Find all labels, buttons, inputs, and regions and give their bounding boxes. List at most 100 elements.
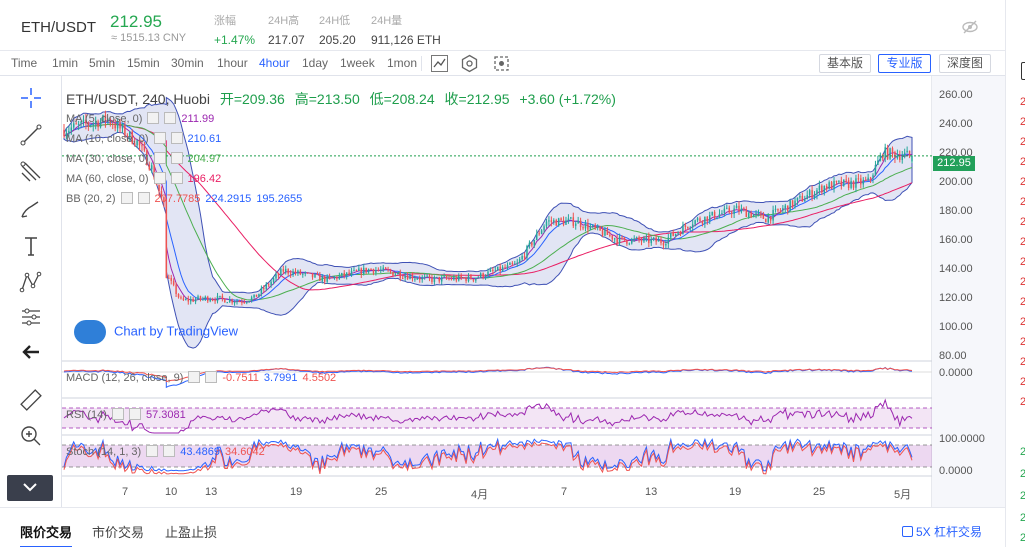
- indicators-icon[interactable]: [460, 54, 479, 73]
- settings-icon[interactable]: [153, 152, 166, 164]
- close-icon[interactable]: [205, 371, 218, 383]
- timeframe-time[interactable]: Time: [11, 56, 38, 70]
- indicator-rsi[interactable]: RSI (14) 57.3081: [66, 408, 191, 421]
- indicator-name: RSI (14): [66, 409, 107, 421]
- candle-body: [845, 179, 847, 181]
- candle-body: [531, 242, 533, 246]
- settings-icon[interactable]: [120, 192, 133, 204]
- symbol-label[interactable]: ETH/USDT: [21, 19, 96, 36]
- timeframe-1week[interactable]: 1week: [340, 56, 375, 70]
- candle-body: [233, 302, 236, 304]
- candle-body: [799, 195, 801, 198]
- view-depth-button[interactable]: 深度图: [939, 54, 991, 73]
- indicator-macd[interactable]: MACD (12, 26, close, 9) -0.7511 3.7991 4.55…: [66, 371, 341, 384]
- indicator-bb[interactable]: BB (20, 2) 207.7785 224.2915 195.2655: [66, 192, 307, 205]
- collapse-button[interactable]: [7, 475, 53, 501]
- candle-body: [665, 243, 667, 246]
- indicator-stoch[interactable]: Stoch (14, 1, 3) 43.4869 34.6042: [66, 445, 270, 458]
- brush-icon[interactable]: [19, 197, 43, 221]
- trend-line-icon[interactable]: [19, 123, 43, 147]
- settings-icon[interactable]: [147, 112, 160, 124]
- candle-body: [187, 298, 190, 302]
- timeframe-30min[interactable]: 30min: [171, 56, 204, 70]
- candle-body: [623, 236, 626, 241]
- crosshair-icon[interactable]: [19, 86, 43, 110]
- candle-body: [150, 165, 153, 170]
- close-icon[interactable]: [170, 172, 183, 184]
- timeframe-1min[interactable]: 1min: [52, 56, 79, 70]
- candle-body: [514, 263, 516, 265]
- settings-icon[interactable]: [492, 54, 511, 73]
- timeframe-1mon[interactable]: 1mon: [387, 56, 418, 70]
- candle-body: [158, 184, 160, 192]
- chart-toolbar: Time 1min 5min 15min 30min 1hour 4hour 1…: [0, 51, 1005, 76]
- candle-body: [204, 296, 207, 299]
- timeframe-4hour[interactable]: 4hour: [259, 56, 290, 70]
- close-icon[interactable]: [164, 112, 177, 124]
- candle-body: [879, 154, 882, 161]
- timeframe-15min[interactable]: 15min: [127, 56, 160, 70]
- chart-type-icon[interactable]: [430, 54, 449, 73]
- timeframe-5min[interactable]: 5min: [89, 56, 116, 70]
- tab-stop-order[interactable]: 止盈止损: [165, 525, 218, 540]
- settings-icon[interactable]: [188, 371, 201, 383]
- back-arrow-icon[interactable]: [19, 340, 43, 364]
- measure-tool-icon[interactable]: [19, 305, 43, 329]
- candle-body: [136, 140, 138, 146]
- indicator-name: MACD (12, 26, close, 9): [66, 372, 184, 384]
- candle-body: [621, 236, 623, 238]
- candle-body: [131, 131, 133, 144]
- candle-body: [557, 218, 560, 226]
- settings-icon[interactable]: [153, 132, 166, 144]
- zoom-in-icon[interactable]: [19, 424, 43, 448]
- device-icon[interactable]: [1021, 62, 1025, 80]
- tab-market-order[interactable]: 市价交易: [92, 525, 145, 540]
- view-pro-button[interactable]: 专业版: [878, 54, 931, 73]
- candle-body: [606, 229, 609, 235]
- price-chart[interactable]: [62, 76, 932, 507]
- candle-body: [297, 270, 299, 274]
- close-icon[interactable]: [170, 152, 183, 164]
- close-icon[interactable]: [170, 132, 183, 144]
- orderbook-panel: 2 2 2 2 2 2 2 2 2 2 2 2 2 2 2 2 2 2 2 2 …: [1005, 0, 1025, 547]
- orderbook-price: 2: [1020, 116, 1025, 128]
- close-icon[interactable]: [163, 445, 176, 457]
- candle-body: [911, 155, 913, 162]
- timeframe-1hour[interactable]: 1hour: [217, 56, 248, 70]
- settings-icon[interactable]: [111, 408, 124, 420]
- tradingview-watermark[interactable]: Chart by TradingView: [74, 320, 238, 344]
- candle-body: [616, 238, 618, 243]
- indicator-ma5[interactable]: MA (5, close, 0) 211.99: [66, 112, 219, 125]
- price-axis-label: 100.00: [939, 321, 973, 333]
- indicator-ma60[interactable]: MA (60, close, 0) 196.42: [66, 172, 226, 185]
- candle-body: [372, 269, 375, 273]
- candle-body: [314, 274, 316, 278]
- candle-body: [165, 257, 168, 278]
- indicator-ma30[interactable]: MA (30, close, 0) 204.97: [66, 152, 226, 165]
- indicator-value: 34.6042: [224, 446, 265, 458]
- tab-limit-order[interactable]: 限价交易: [20, 522, 73, 547]
- pitchfork-icon[interactable]: [19, 160, 43, 184]
- candle-body: [804, 199, 806, 202]
- settings-icon[interactable]: [146, 445, 159, 457]
- ruler-icon[interactable]: [19, 388, 43, 412]
- candle-body: [872, 175, 874, 179]
- hide-icon[interactable]: [961, 18, 979, 36]
- pattern-icon[interactable]: [19, 270, 43, 294]
- candle-body: [284, 269, 287, 272]
- timeframe-1day[interactable]: 1day: [302, 56, 329, 70]
- close-icon[interactable]: [137, 192, 150, 204]
- candle-body: [394, 274, 397, 276]
- view-basic-button[interactable]: 基本版: [819, 54, 871, 73]
- candle-body: [397, 272, 399, 275]
- close-icon[interactable]: [128, 408, 141, 420]
- leverage-trading-link[interactable]: 5X 杠杆交易: [902, 523, 982, 540]
- indicator-ma10[interactable]: MA (10, close, 0) 210.61: [66, 132, 226, 145]
- rsi-line: [63, 398, 913, 434]
- candle-body: [272, 278, 275, 282]
- candle-body: [170, 277, 172, 281]
- settings-icon[interactable]: [153, 172, 166, 184]
- candle-body: [102, 115, 104, 121]
- candle-body: [387, 269, 389, 271]
- text-icon[interactable]: [19, 234, 43, 258]
